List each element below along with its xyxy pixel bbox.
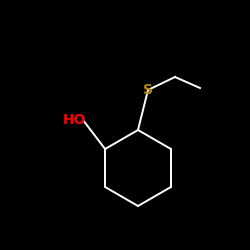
Text: S: S — [143, 83, 153, 97]
Text: HO: HO — [63, 113, 86, 127]
